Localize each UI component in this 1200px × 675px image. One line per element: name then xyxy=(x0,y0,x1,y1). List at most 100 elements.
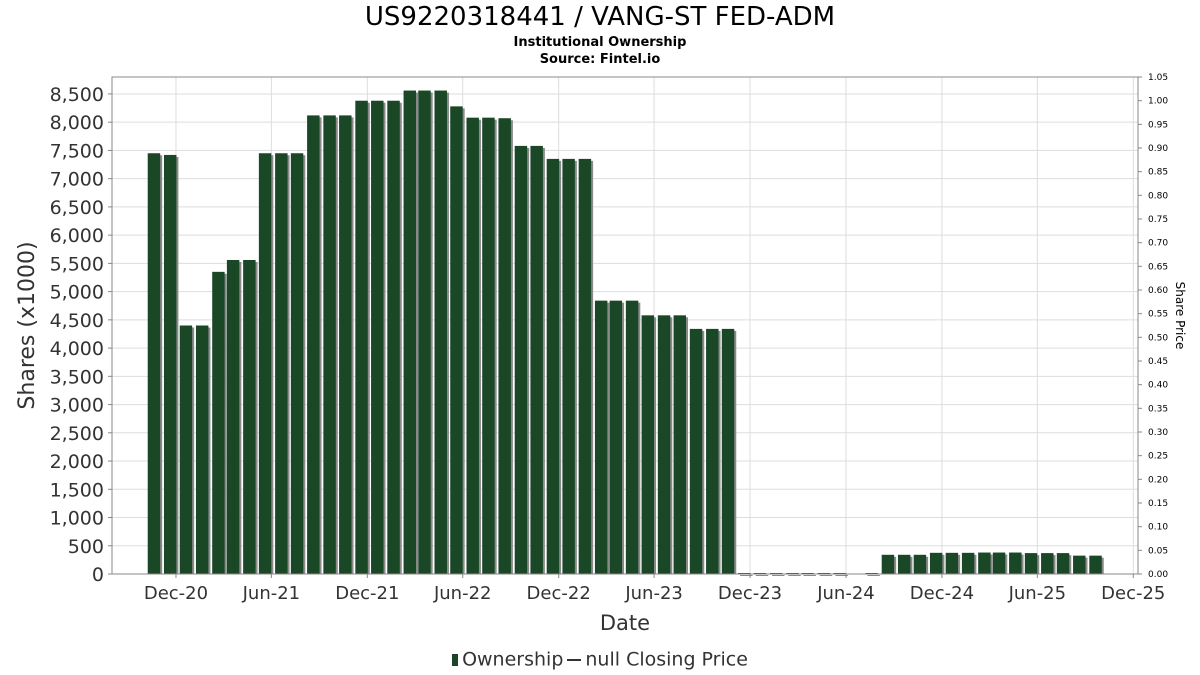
ownership-bar xyxy=(625,300,639,574)
ownership-bar xyxy=(945,552,959,574)
y-tick-label: 3,000 xyxy=(50,395,104,417)
y2-tick-label: 0.80 xyxy=(1148,191,1168,201)
y-tick-label: 7,000 xyxy=(50,169,104,191)
ownership-bar xyxy=(978,552,991,574)
y2-tick-label: 0.95 xyxy=(1148,120,1168,130)
y-axis-label: Shares (x1000) xyxy=(15,241,40,409)
ownership-bar xyxy=(1073,555,1086,574)
ownership-bar xyxy=(929,552,943,574)
x-tick-label: Dec-23 xyxy=(718,583,782,604)
x-axis: Dec-20 Jun-21 Dec-21 Jun-22 Dec-22 Jun-23 Dec-… xyxy=(144,574,1165,604)
y2-tick-label: 0.10 xyxy=(1148,523,1168,533)
y2-tick-label: 0.05 xyxy=(1148,546,1168,556)
ownership-bar xyxy=(450,106,463,575)
y2-tick-label: 0.30 xyxy=(1148,428,1168,438)
ownership-bar xyxy=(371,100,384,574)
ownership-bar xyxy=(913,554,927,574)
y-tick-label: 500 xyxy=(68,536,104,558)
bar-shadow xyxy=(819,575,833,576)
ownership-bar xyxy=(418,90,431,575)
ownership-bar xyxy=(482,117,495,574)
ownership-bar xyxy=(1041,553,1054,574)
ownership-legend-swatch xyxy=(452,653,459,666)
ownership-bar xyxy=(434,90,447,575)
ownership-bar xyxy=(578,158,592,575)
ownership-bar xyxy=(212,271,225,574)
chart-subtitle: Institutional Ownership xyxy=(513,35,687,50)
ownership-bar xyxy=(387,100,400,574)
y-tick-label: 6,500 xyxy=(50,197,104,219)
y2-tick-label: 0.60 xyxy=(1148,286,1168,296)
ownership-bar xyxy=(403,90,417,575)
ownership-bar xyxy=(1056,553,1070,574)
bar-shadow xyxy=(835,575,848,576)
ownership-bar xyxy=(594,300,608,574)
ownership-bar xyxy=(706,328,719,574)
y-tick-label: 0 xyxy=(92,564,104,586)
x-tick-label: Dec-22 xyxy=(527,583,591,604)
y-tick-label: 5,000 xyxy=(50,282,104,304)
ownership-bar xyxy=(163,154,177,574)
ownership-bar xyxy=(195,325,209,574)
y2-tick-label: 0.85 xyxy=(1148,168,1168,178)
x-tick-label: Jun-24 xyxy=(816,583,875,604)
x-axis-label: Date xyxy=(600,611,650,635)
chart-source: Source: Fintel.io xyxy=(539,52,661,67)
ownership-bar xyxy=(243,259,256,574)
price-legend-swatch xyxy=(567,658,582,661)
chart-title: US9220318441 / VANG-ST FED-ADM xyxy=(364,2,836,32)
y-tick-label: 1,000 xyxy=(50,508,104,530)
y2-tick-label: 1.00 xyxy=(1148,97,1168,107)
y-tick-label: 1,500 xyxy=(50,479,104,501)
x-tick-label: Dec-24 xyxy=(910,583,974,604)
bar-shadow xyxy=(772,575,785,576)
ownership-bar xyxy=(641,315,655,574)
ownership-bar xyxy=(673,315,687,574)
legend-price-label: null Closing Price xyxy=(585,648,748,671)
legend: Ownership null Closing Price xyxy=(0,648,1200,671)
ownership-bar xyxy=(721,328,735,574)
ownership-bar xyxy=(514,145,528,574)
y2-tick-label: 0.25 xyxy=(1148,452,1168,462)
y2-tick-label: 0.45 xyxy=(1148,357,1168,367)
y2-tick-label: 1.05 xyxy=(1148,73,1168,83)
ownership-bar xyxy=(307,115,320,575)
ownership-bar xyxy=(355,100,368,574)
y-tick-label: 2,000 xyxy=(50,451,104,473)
y2-tick-label: 0.55 xyxy=(1148,310,1168,320)
ownership-bar xyxy=(1024,553,1038,574)
ownership-bar xyxy=(562,158,575,575)
ownership-bar xyxy=(466,117,479,574)
y2-axis-label: Share Price xyxy=(1173,282,1187,350)
ownership-bar xyxy=(258,153,272,574)
x-tick-label: Dec-25 xyxy=(1101,583,1165,604)
y2-tick-label: 0.15 xyxy=(1148,499,1168,509)
x-tick-label: Dec-20 xyxy=(144,583,208,604)
ownership-bar xyxy=(897,554,911,574)
ownership-bar xyxy=(530,145,543,574)
ownership-bar xyxy=(226,259,240,574)
ownership-bar xyxy=(992,552,1006,574)
ownership-bar xyxy=(290,153,304,574)
y-tick-label: 8,000 xyxy=(50,112,104,134)
ownership-bar xyxy=(179,325,193,574)
legend-ownership-label: Ownership xyxy=(462,648,564,671)
ownership-bar xyxy=(323,115,336,575)
bar-shadow xyxy=(755,575,769,576)
y2-tick-label: 0.35 xyxy=(1148,404,1168,414)
ownership-bar xyxy=(657,315,671,574)
ownership-bar xyxy=(339,115,352,575)
ownership-bar xyxy=(1009,552,1022,574)
ownership-bar xyxy=(546,158,560,575)
bar-shadow xyxy=(867,575,880,576)
y2-tick-label: 0.50 xyxy=(1148,333,1168,343)
y2-tick-label: 0.90 xyxy=(1148,144,1168,154)
x-tick-label: Jun-25 xyxy=(1008,583,1067,604)
y-tick-label: 7,500 xyxy=(50,140,104,162)
y-tick-label: 4,000 xyxy=(50,338,104,360)
x-tick-label: Jun-22 xyxy=(433,583,492,604)
y-tick-label: 4,500 xyxy=(50,310,104,332)
ownership-bar xyxy=(1089,555,1102,574)
x-tick-label: Dec-21 xyxy=(335,583,399,604)
